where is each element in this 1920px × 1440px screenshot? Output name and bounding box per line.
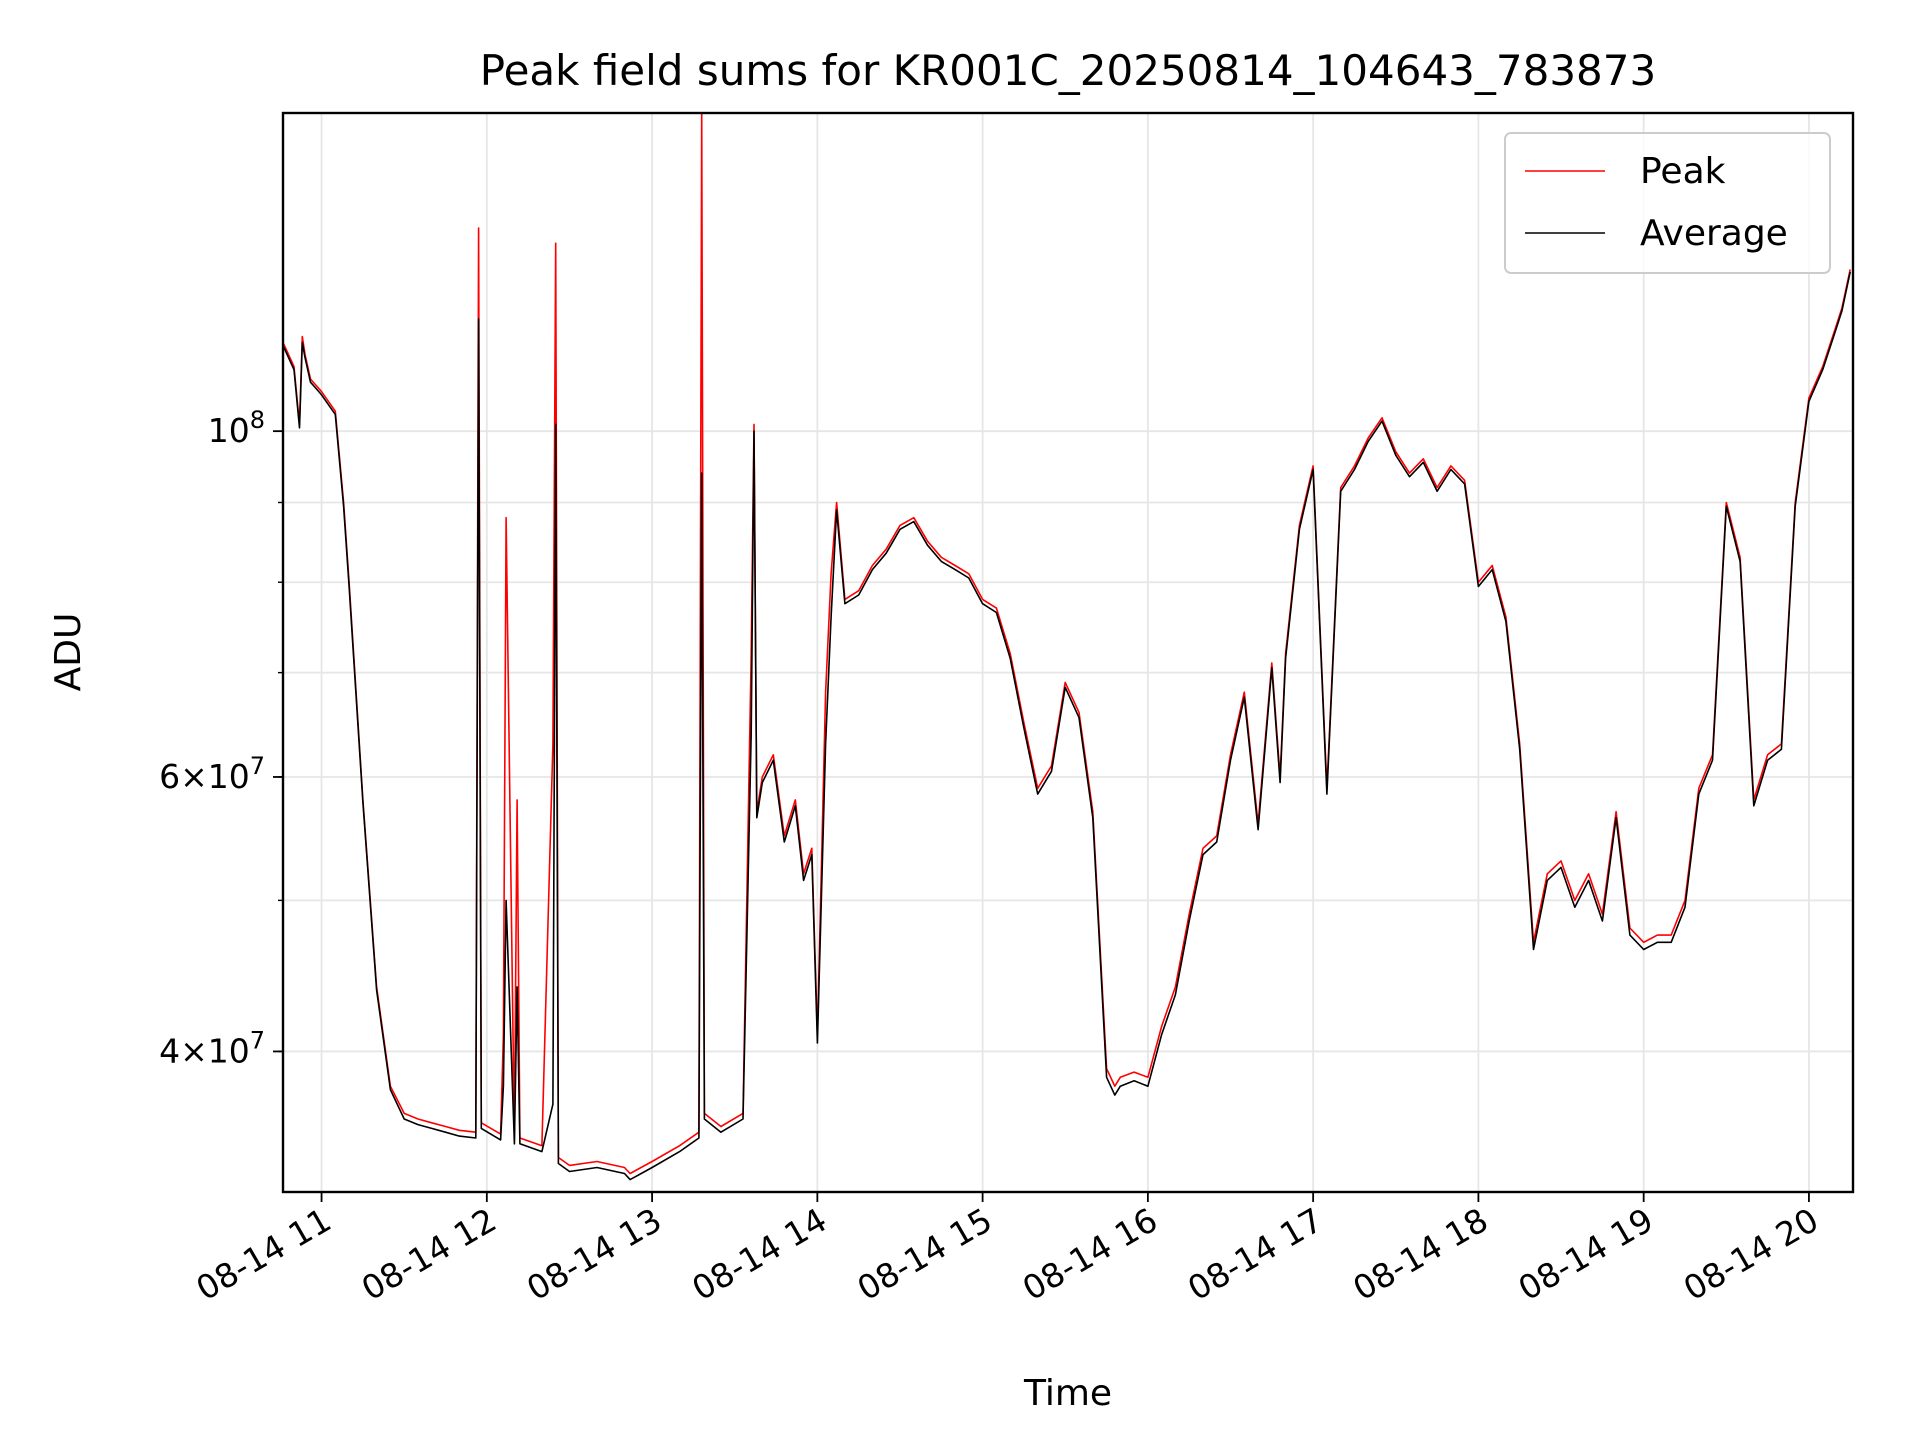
- legend-label-average: Average: [1640, 213, 1788, 254]
- y-axis-label: ADU: [48, 613, 89, 692]
- series-line-average: [282, 271, 1851, 1181]
- x-axis-label: Time: [1023, 1373, 1112, 1414]
- chart-title: Peak field sums for KR001C_20250814_1046…: [480, 46, 1656, 95]
- y-axis: 4×107 6×107 108: [159, 406, 283, 1070]
- y-tick-label: 4×107: [159, 1026, 265, 1070]
- legend-label-peak: Peak: [1640, 151, 1726, 192]
- y-tick-label: 108: [208, 406, 265, 450]
- plot-frame: [281, 111, 1855, 1194]
- y-tick-label: 6×107: [159, 752, 265, 796]
- legend-box: [1504, 132, 1831, 274]
- legend: Peak Average: [1504, 132, 1831, 274]
- plot-series: [282, 112, 1851, 1181]
